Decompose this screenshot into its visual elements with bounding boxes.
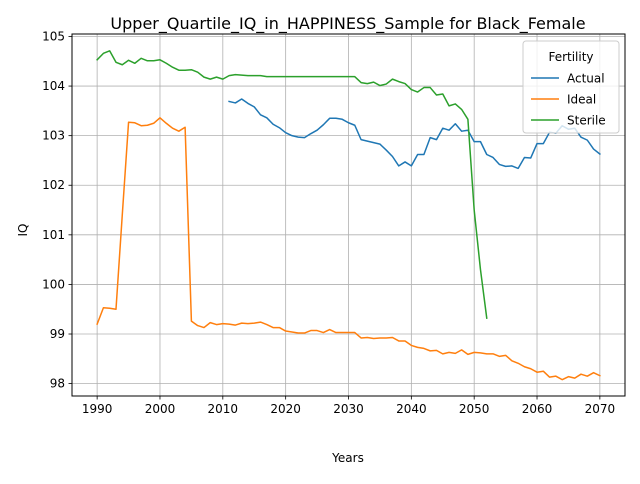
x-tick-label: 2030 [333, 402, 364, 416]
y-tick-label: 104 [42, 79, 65, 93]
y-tick-label: 98 [50, 377, 65, 391]
axis-ticks: 1990 2000 2010 2020 2030 2040 2050 2060 2070 98 99… [42, 29, 615, 416]
legend-title: Fertility [548, 50, 593, 64]
legend-label-actual: Actual [567, 72, 605, 86]
legend-label-ideal: Ideal [567, 93, 596, 107]
x-tick-label: 2000 [145, 402, 176, 416]
y-axis-label: IQ [16, 224, 30, 237]
x-axis-label: Years [331, 451, 364, 465]
x-tick-label: 2040 [396, 402, 427, 416]
series-lines [96, 50, 601, 381]
legend: Fertility Actual Ideal Sterile [522, 40, 620, 134]
y-tick-label: 101 [42, 228, 65, 242]
y-tick-label: 100 [42, 277, 65, 291]
series-line-ideal [96, 117, 601, 381]
x-tick-label: 1990 [82, 402, 113, 416]
series-line-actual [228, 98, 601, 170]
legend-label-sterile: Sterile [567, 114, 606, 128]
x-tick-label: 2050 [459, 402, 490, 416]
y-tick-label: 103 [42, 129, 65, 143]
legend-box [522, 40, 620, 134]
x-tick-label: 2020 [270, 402, 301, 416]
y-tick-label: 105 [42, 29, 65, 43]
y-tick-label: 102 [42, 178, 65, 192]
chart-title: Upper_Quartile_IQ_in_HAPPINESS_Sample fo… [110, 14, 585, 34]
y-tick-label: 99 [50, 327, 65, 341]
x-tick-label: 2070 [585, 402, 616, 416]
series-line-sterile [96, 50, 488, 319]
x-tick-label: 2060 [522, 402, 553, 416]
x-tick-label: 2010 [208, 402, 239, 416]
